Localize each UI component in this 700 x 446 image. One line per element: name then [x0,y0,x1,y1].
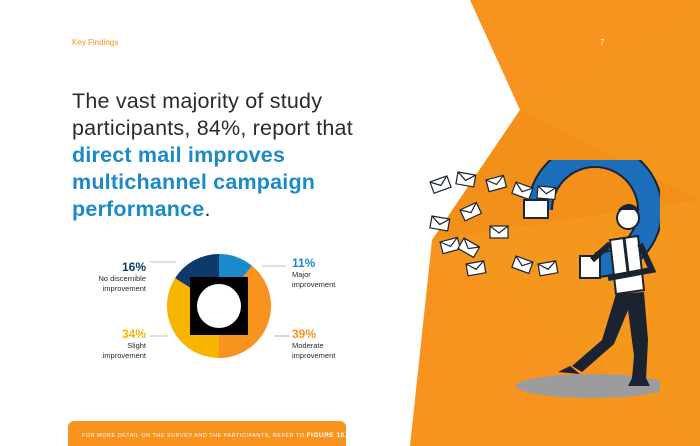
callout-none: 16% No discernible improvement [66,260,146,294]
envelope-icon [536,185,557,201]
envelope-icon [457,237,481,259]
envelope-icon [485,174,508,193]
callout-none-pct: 16% [121,260,146,274]
callout-major-line2: improvement [292,280,336,289]
callout-major-line1: Major [292,270,311,279]
magnet-illustration [429,160,660,398]
callout-moderate-pct: 39% [292,327,317,341]
callout-none-line1: No discernible [98,274,146,283]
headline-emphasis: direct mail improves multichannel campai… [72,143,316,221]
envelope-icon [465,260,487,277]
callout-slight-line1: Slight [127,341,146,350]
envelope-icon [537,260,559,277]
envelope-icon [459,201,483,222]
envelope-icon [511,181,534,201]
envelope-icon [439,236,462,255]
pie-chart [150,254,290,358]
headline: The vast majority of study participants,… [72,88,372,223]
headline-text: The vast majority of study participants,… [72,89,353,140]
callout-slight-pct: 34% [121,327,146,341]
footer-banner [68,421,346,446]
envelope-icon [429,215,451,232]
footer-figure-link[interactable]: FIGURE 18. [306,432,347,439]
callout-major: 11% Major improvement [292,256,335,290]
callout-slight: 34% Slight improvement [72,327,146,361]
section-label: Key Findings [72,38,119,47]
callout-moderate: 39% Moderate improvement [292,327,335,361]
envelope-icon [489,225,509,239]
envelope-icon [455,171,477,188]
callout-moderate-line2: improvement [292,351,336,360]
envelopes [429,171,559,277]
callout-slight-line2: improvement [102,351,146,360]
envelope-icon [429,175,452,195]
page-number: 7 [600,38,605,47]
callout-none-line2: improvement [102,284,146,293]
footer-note: For more detail on the survey and the pa… [82,433,305,439]
shadow [516,374,660,398]
envelope-icon [511,255,534,275]
center-hole [197,284,241,328]
person-illustration [558,204,657,386]
callout-moderate-line1: Moderate [292,341,324,350]
footer-text: For more detail on the survey and the pa… [82,432,347,439]
headline-end: . [204,197,211,221]
callout-major-pct: 11% [292,256,316,270]
